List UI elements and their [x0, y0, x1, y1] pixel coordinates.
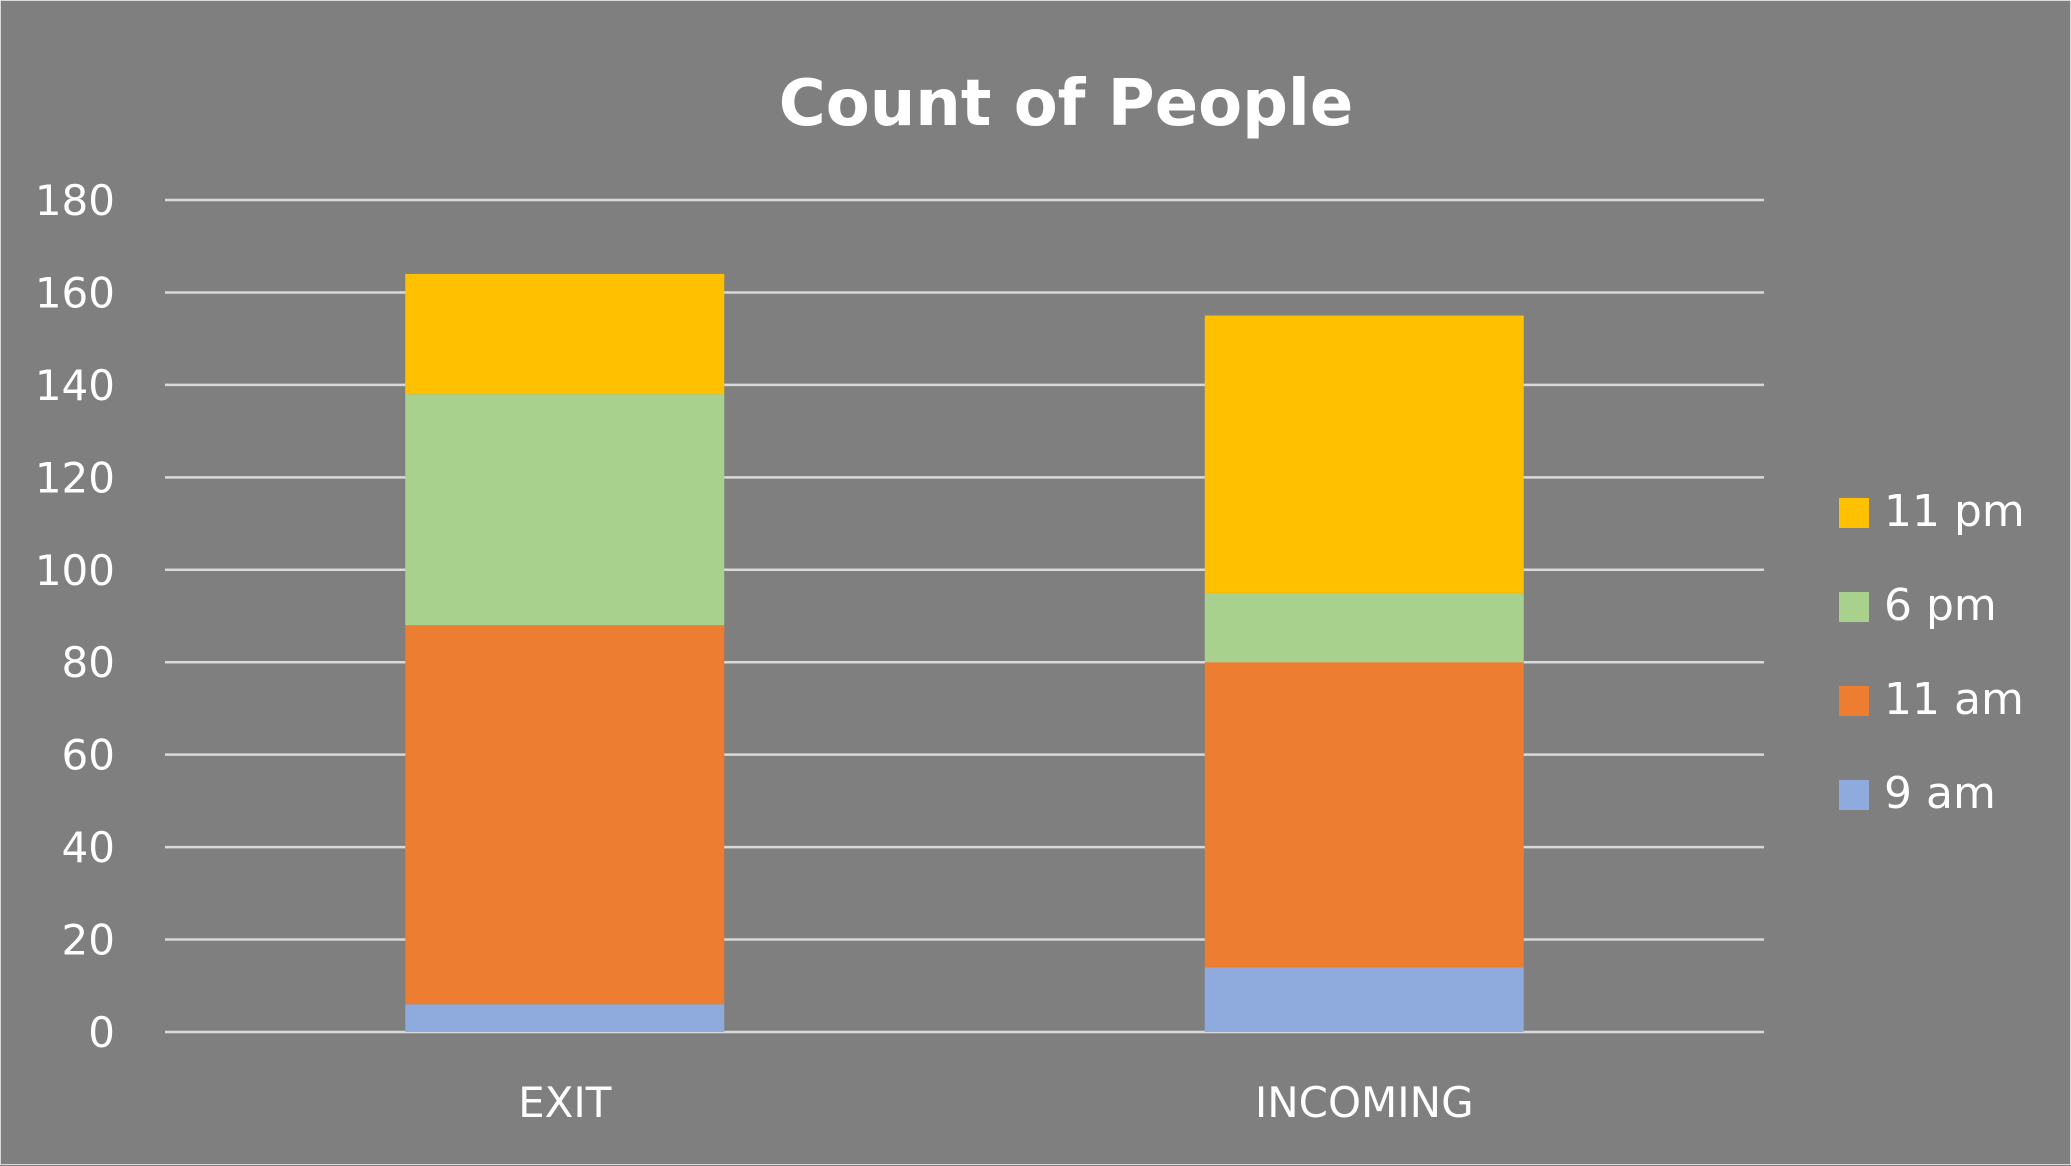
bar-incoming-11-pm [1204, 315, 1524, 593]
legend-label-11-am: 11 am [1884, 674, 2024, 725]
bar-exit-11-pm [405, 273, 725, 395]
legend-swatch-11-pm [1839, 498, 1869, 528]
y-tick-label-60: 60 [62, 731, 115, 780]
y-tick-label-100: 100 [35, 546, 115, 595]
x-tick-label-incoming: INCOMING [1255, 1078, 1474, 1127]
x-axis-category-labels: EXIT INCOMING [518, 1078, 1474, 1127]
legend-swatch-11-am [1839, 686, 1869, 716]
y-axis-tick-labels: 0 20 40 60 80 100 120 140 160 180 [35, 176, 115, 1057]
bar-incoming-6-pm [1204, 592, 1524, 663]
bar-incoming-11-am [1204, 662, 1524, 968]
bar-exit-6-pm [405, 394, 725, 626]
legend-label-11-pm: 11 pm [1884, 486, 2025, 537]
y-tick-label-20: 20 [62, 916, 115, 965]
y-tick-label-80: 80 [62, 638, 115, 687]
y-tick-label-140: 140 [35, 361, 115, 410]
legend-label-6-pm: 6 pm [1884, 580, 1997, 631]
y-tick-label-180: 180 [35, 176, 115, 225]
y-tick-label-40: 40 [62, 823, 115, 872]
bar-incoming-9-am [1204, 967, 1524, 1032]
gridlines [165, 198, 1764, 1034]
bar-exit-9-am [405, 1004, 725, 1032]
bar-stacks [405, 273, 1524, 1032]
legend-label-9-am: 9 am [1884, 768, 1996, 819]
legend: 11 pm 6 pm 11 am 9 am [1839, 486, 2025, 819]
y-tick-label-120: 120 [35, 453, 115, 502]
y-tick-label-0: 0 [88, 1008, 115, 1057]
chart-title: Count of People [779, 67, 1353, 141]
legend-swatch-6-pm [1839, 592, 1869, 622]
x-tick-label-exit: EXIT [518, 1078, 612, 1127]
bar-exit-11-am [405, 625, 725, 1005]
legend-swatch-9-am [1839, 780, 1869, 810]
y-tick-label-160: 160 [35, 268, 115, 317]
